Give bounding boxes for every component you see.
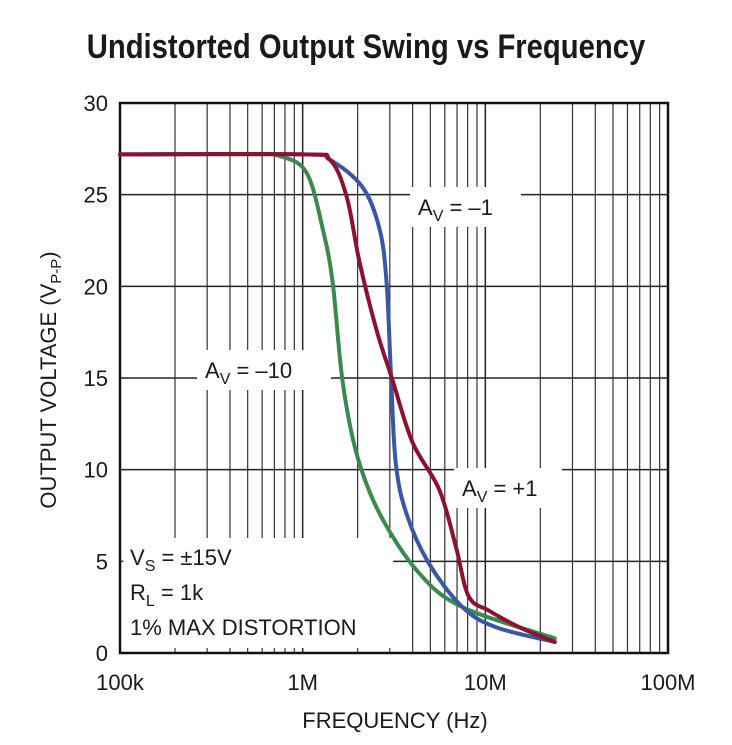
x-axis-label: FREQUENCY (Hz)	[302, 708, 487, 733]
series-lines	[118, 151, 557, 644]
annotations: AV = –10 AV = –1 AV = +1 VS = ±15V RL = 1k 1%…	[123, 187, 562, 648]
y-tick-label: 15	[84, 366, 108, 391]
y-tick-label: 5	[96, 549, 108, 574]
y-axis-label: OUTPUT VOLTAGE (VP-P)	[36, 251, 65, 508]
y-tick-label: 20	[84, 274, 108, 299]
y-tick-label: 30	[84, 91, 108, 116]
x-tick-label: 10M	[464, 670, 507, 695]
series-label: AV = –10	[205, 358, 292, 388]
label-background	[410, 187, 521, 227]
condition-text: VS = ±15V	[130, 545, 232, 575]
tick-labels: 100k 1M 10M 100M 0 5 10 15 20 25 30	[84, 91, 696, 695]
label-background	[197, 350, 331, 390]
y-tick-label: 0	[96, 641, 108, 666]
series-label: AV = +1	[462, 476, 538, 506]
x-tick-label: 1M	[287, 670, 318, 695]
y-tick-label: 25	[84, 183, 108, 208]
label-background	[454, 468, 562, 508]
x-tick-label: 100k	[96, 670, 145, 695]
chart-title: Undistorted Output Swing vs Frequency	[87, 27, 646, 66]
conditions-background	[123, 538, 393, 648]
condition-text: 1% MAX DISTORTION	[130, 615, 357, 640]
series-label: AV = –1	[418, 195, 493, 225]
y-tick-label: 10	[84, 458, 108, 483]
x-tick-label: 100M	[640, 670, 695, 695]
condition-text: RL = 1k	[130, 580, 204, 610]
series-line	[118, 151, 557, 644]
plot-frame	[118, 101, 670, 655]
